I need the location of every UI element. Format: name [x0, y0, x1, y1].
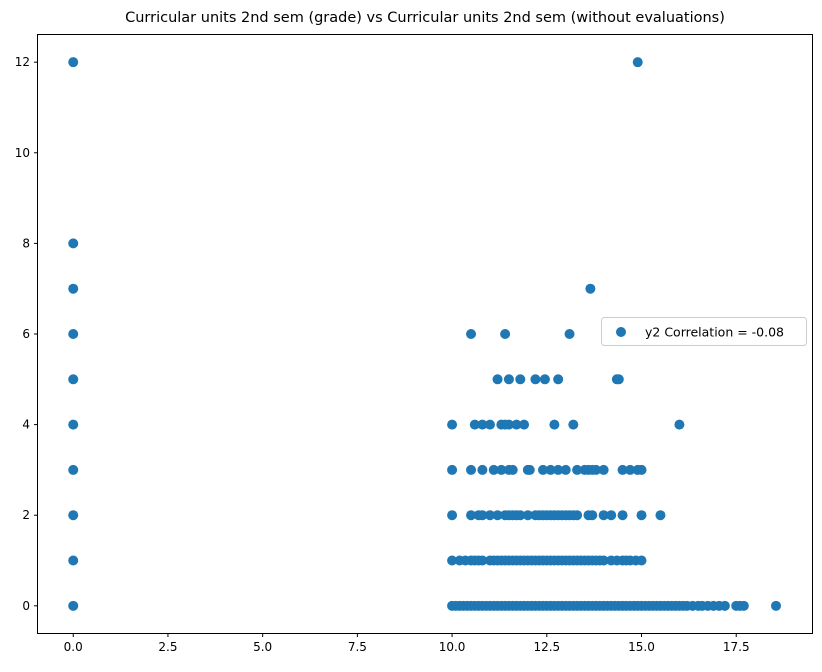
x-tick-label: 2.5	[158, 640, 177, 654]
data-point	[466, 510, 477, 521]
y-tick-label: 2	[22, 508, 30, 522]
data-point	[68, 419, 79, 430]
data-point	[636, 510, 647, 521]
data-point	[447, 555, 458, 566]
y-tick-label: 6	[22, 327, 30, 341]
x-tick-label: 5.0	[253, 640, 272, 654]
data-point	[549, 419, 560, 430]
data-point	[655, 510, 666, 521]
y-tick-label: 4	[22, 418, 30, 432]
data-point	[632, 57, 643, 68]
data-point	[515, 510, 526, 521]
data-point	[500, 329, 511, 339]
data-point	[68, 555, 79, 566]
data-point	[466, 464, 477, 475]
data-point	[524, 464, 535, 475]
data-point	[587, 510, 598, 521]
data-point	[68, 329, 79, 339]
data-point	[585, 283, 596, 294]
data-point	[572, 464, 583, 475]
data-point	[68, 283, 79, 294]
legend-box	[601, 317, 807, 346]
data-point	[530, 374, 541, 385]
data-point	[625, 464, 636, 475]
chart-title: Curricular units 2nd sem (grade) vs Curr…	[125, 10, 725, 26]
data-point	[511, 419, 522, 430]
data-point	[68, 600, 79, 611]
data-point	[553, 464, 564, 475]
y-tick-label: 10	[15, 146, 30, 160]
data-point	[545, 464, 556, 475]
data-point	[568, 419, 579, 430]
points-layer	[68, 57, 782, 611]
data-point	[598, 510, 609, 521]
legend: y2 Correlation = -0.08	[601, 317, 807, 346]
data-point	[674, 419, 685, 430]
data-point	[477, 555, 488, 566]
data-point	[519, 419, 530, 430]
y-tick-label: 8	[22, 236, 30, 250]
x-tick-label: 15.0	[628, 640, 655, 654]
data-point	[466, 329, 477, 339]
data-point	[492, 510, 503, 521]
y-tick-label: 0	[22, 599, 30, 613]
data-point	[560, 464, 571, 475]
data-point	[447, 510, 458, 521]
data-point	[598, 464, 609, 475]
legend-marker	[616, 327, 626, 337]
data-point	[771, 600, 782, 611]
data-point	[636, 464, 647, 475]
x-tick-label: 7.5	[348, 640, 367, 654]
data-point	[572, 510, 583, 521]
data-point	[68, 510, 79, 521]
data-point	[719, 600, 730, 611]
data-point	[522, 510, 533, 521]
data-point	[447, 464, 458, 475]
x-tick-label: 10.0	[439, 640, 466, 654]
data-point	[492, 374, 503, 385]
legend-label: y2 Correlation = -0.08	[645, 325, 784, 340]
data-point	[606, 510, 617, 521]
data-point	[68, 57, 79, 68]
data-point	[515, 374, 526, 385]
data-point	[598, 555, 609, 566]
y-tick-label: 12	[15, 55, 30, 69]
data-point	[553, 374, 564, 385]
data-point	[617, 510, 628, 521]
data-point	[636, 555, 647, 566]
data-point	[591, 464, 602, 475]
data-point	[68, 464, 79, 475]
data-point	[539, 374, 550, 385]
data-point	[503, 419, 514, 430]
data-point	[507, 464, 518, 475]
data-point	[617, 464, 628, 475]
x-tick-label: 17.5	[723, 640, 750, 654]
data-point	[447, 419, 458, 430]
data-point	[738, 600, 749, 611]
data-point	[613, 374, 624, 385]
data-point	[496, 464, 507, 475]
data-point	[484, 510, 495, 521]
data-point	[564, 329, 575, 339]
data-point	[488, 464, 499, 475]
data-point	[538, 464, 549, 475]
data-point	[477, 419, 488, 430]
data-point	[68, 238, 79, 249]
y-axis: 0 2 4 6 8 10 12	[15, 55, 38, 613]
data-point	[477, 464, 488, 475]
data-point	[477, 510, 488, 521]
data-point	[484, 419, 495, 430]
x-axis: 0.0 2.5 5.0 7.5 10.0 12.5 15.0 17.5	[64, 633, 750, 654]
x-tick-label: 0.0	[64, 640, 83, 654]
x-tick-label: 12.5	[533, 640, 560, 654]
data-point	[469, 419, 480, 430]
data-point	[68, 374, 79, 385]
data-point	[503, 374, 514, 385]
